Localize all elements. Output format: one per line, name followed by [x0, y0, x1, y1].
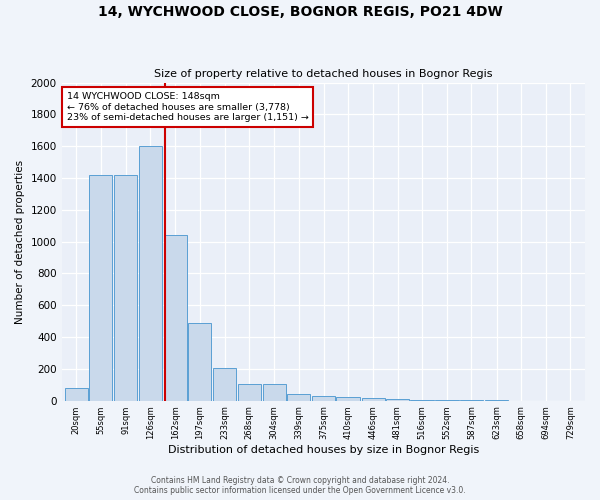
Text: Contains HM Land Registry data © Crown copyright and database right 2024.
Contai: Contains HM Land Registry data © Crown c… — [134, 476, 466, 495]
Bar — [65, 388, 88, 400]
Title: Size of property relative to detached houses in Bognor Regis: Size of property relative to detached ho… — [154, 69, 493, 79]
Bar — [386, 399, 409, 400]
Bar — [164, 236, 187, 400]
Y-axis label: Number of detached properties: Number of detached properties — [15, 160, 25, 324]
Bar — [238, 384, 261, 400]
Bar — [337, 396, 359, 400]
X-axis label: Distribution of detached houses by size in Bognor Regis: Distribution of detached houses by size … — [168, 445, 479, 455]
Bar — [114, 175, 137, 400]
Text: 14, WYCHWOOD CLOSE, BOGNOR REGIS, PO21 4DW: 14, WYCHWOOD CLOSE, BOGNOR REGIS, PO21 4… — [98, 5, 502, 19]
Bar — [139, 146, 162, 401]
Bar — [89, 175, 112, 400]
Text: 14 WYCHWOOD CLOSE: 148sqm
← 76% of detached houses are smaller (3,778)
23% of se: 14 WYCHWOOD CLOSE: 148sqm ← 76% of detac… — [67, 92, 309, 122]
Bar — [312, 396, 335, 400]
Bar — [287, 394, 310, 400]
Bar — [188, 323, 211, 400]
Bar — [362, 398, 385, 400]
Bar — [263, 384, 286, 400]
Bar — [213, 368, 236, 400]
